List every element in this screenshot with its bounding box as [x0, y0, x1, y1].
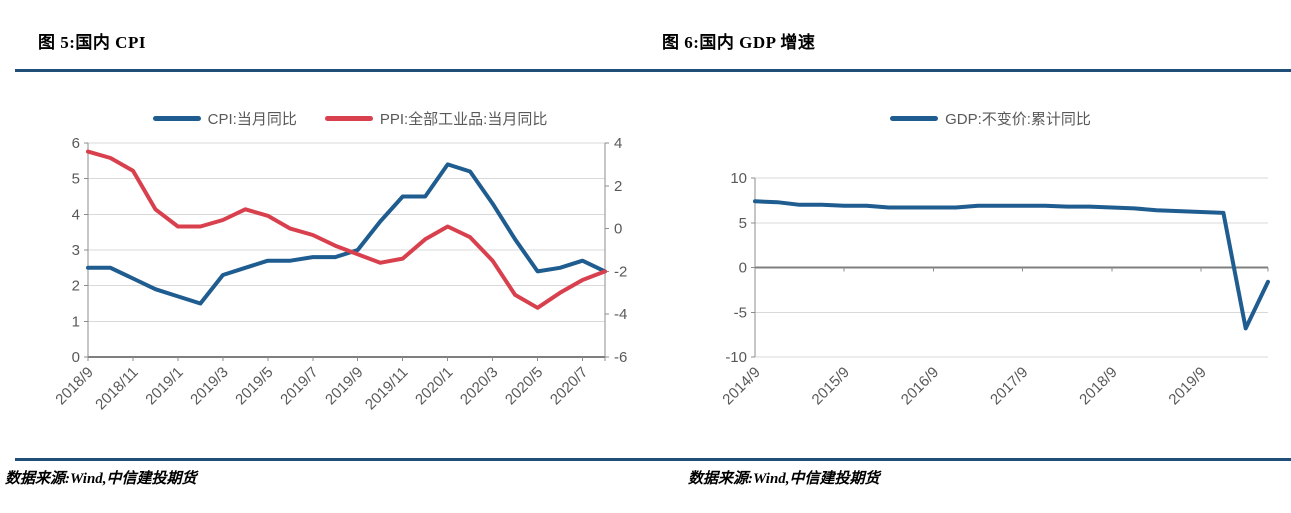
legend-item: CPI:当月同比 [152, 108, 297, 129]
cpi-ppi-chart-container: CPI:当月同比 PPI:全部工业品:当月同比 0 1 2 3 4 5 6 -6 -4 -2 0 2 4 2… [40, 100, 660, 430]
y-axis-tick-label: 5 [72, 171, 80, 188]
y-axis-tick-label: 3 [72, 242, 80, 259]
cpi-ppi-chart-legend: CPI:当月同比 PPI:全部工业品:当月同比 [40, 100, 660, 136]
legend-label: PPI:全部工业品:当月同比 [379, 110, 548, 128]
y-axis-tick-label: 2 [72, 278, 80, 295]
figure6-source: 数据来源:Wind,中信建投期货 [688, 471, 880, 487]
x-axis-tick-label: 2020/3 [457, 364, 501, 408]
x-axis-tick-label: 2020/1 [412, 364, 456, 408]
y-axis-tick-label: 4 [72, 206, 80, 223]
secondary-y-axis-tick-label: 4 [614, 136, 622, 152]
series-line [753, 199, 1270, 331]
x-axis-tick-label: 2019/7 [277, 364, 321, 408]
y-axis-tick-label: -5 [734, 304, 747, 321]
figure5-source: 数据来源:Wind,中信建投期货 [5, 471, 197, 487]
x-axis-tick-label: 2020/5 [502, 364, 546, 408]
x-axis-tick-label: 2019/3 [187, 364, 231, 408]
x-axis-tick-label: 2018/11 [92, 364, 142, 414]
x-axis-tick-label: 2014/9 [719, 364, 763, 408]
gdp-line-chart: -10 -5 0 5 10 2014/9 2015/9 2016/9 2017/9 2018/9 2… [719, 170, 1270, 408]
secondary-y-axis-tick-label: -4 [614, 306, 627, 323]
title-separator-line [15, 69, 1291, 72]
source-separator-line [15, 458, 1291, 461]
legend-line-marker [152, 115, 201, 121]
x-axis-tick-label: 2018/9 [52, 364, 96, 408]
x-axis-tick-label: 2015/9 [809, 364, 853, 408]
legend-line-marker [890, 115, 939, 121]
secondary-y-axis-tick-label: -6 [614, 349, 627, 366]
y-axis-tick-label: -10 [725, 349, 747, 366]
x-axis-tick-label: 2019/9 [1165, 364, 1209, 408]
secondary-y-axis-tick-label: 0 [614, 221, 622, 238]
x-axis-tick-label: 2019/1 [142, 364, 186, 408]
x-axis-tick-label: 2019/9 [322, 364, 366, 408]
legend-line-marker [324, 115, 373, 121]
series-line [86, 162, 607, 306]
secondary-y-axis-tick-label: -2 [614, 263, 627, 280]
series-line [86, 149, 607, 310]
x-axis-tick-label: 2018/9 [1076, 364, 1120, 408]
secondary-y-axis-tick-label: 2 [614, 178, 622, 195]
y-axis-tick-label: 6 [72, 136, 80, 152]
x-axis-tick-label: 2019/11 [362, 364, 412, 414]
figure6-title: 图 6:国内 GDP 增速 [662, 33, 816, 52]
y-axis-tick-label: 1 [72, 313, 80, 330]
x-axis-tick-label: 2019/5 [232, 364, 276, 408]
legend-label: GDP:不变价:累计同比 [945, 110, 1091, 128]
figure5-title: 图 5:国内 CPI [38, 33, 146, 52]
x-axis-tick-label: 2016/9 [898, 364, 942, 408]
x-axis-tick-label: 2020/7 [547, 364, 591, 408]
y-axis-tick-label: 5 [739, 215, 747, 232]
y-axis-tick-label: 10 [730, 170, 747, 187]
gdp-chart-container: GDP:不变价:累计同比 -10 -5 0 5 10 2014/9 2015/9 2016/9… [690, 100, 1291, 430]
legend-label: CPI:当月同比 [207, 110, 297, 128]
y-axis-tick-label: 0 [739, 260, 747, 277]
y-axis-tick-label: 0 [72, 349, 80, 366]
legend-item: GDP:不变价:累计同比 [890, 108, 1091, 129]
legend-item: PPI:全部工业品:当月同比 [324, 108, 548, 129]
gdp-chart-legend: GDP:不变价:累计同比 [690, 100, 1291, 136]
x-axis-tick-label: 2017/9 [987, 364, 1031, 408]
